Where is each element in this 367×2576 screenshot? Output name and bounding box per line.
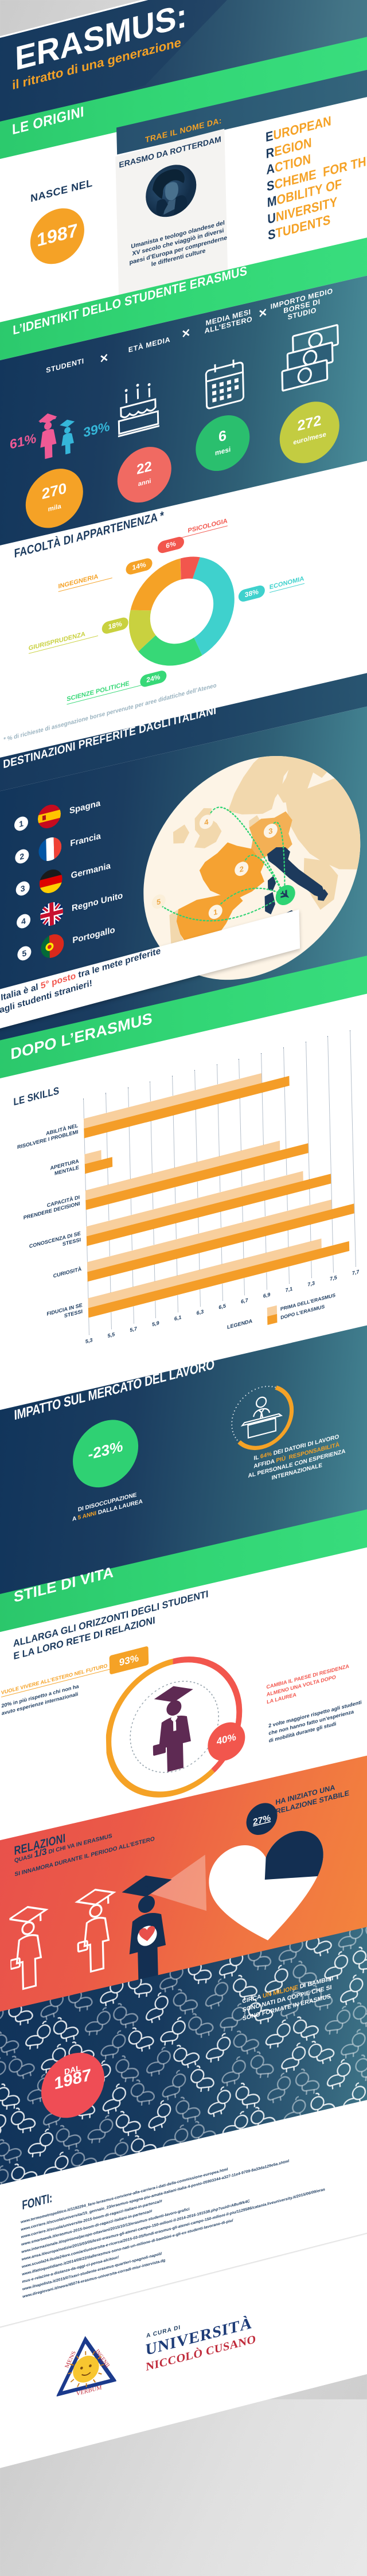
svg-text:4: 4	[204, 817, 209, 827]
svg-text:5: 5	[157, 897, 161, 907]
svg-text:2: 2	[239, 864, 244, 874]
svg-text:1: 1	[213, 907, 218, 917]
svg-text:3: 3	[268, 827, 273, 836]
